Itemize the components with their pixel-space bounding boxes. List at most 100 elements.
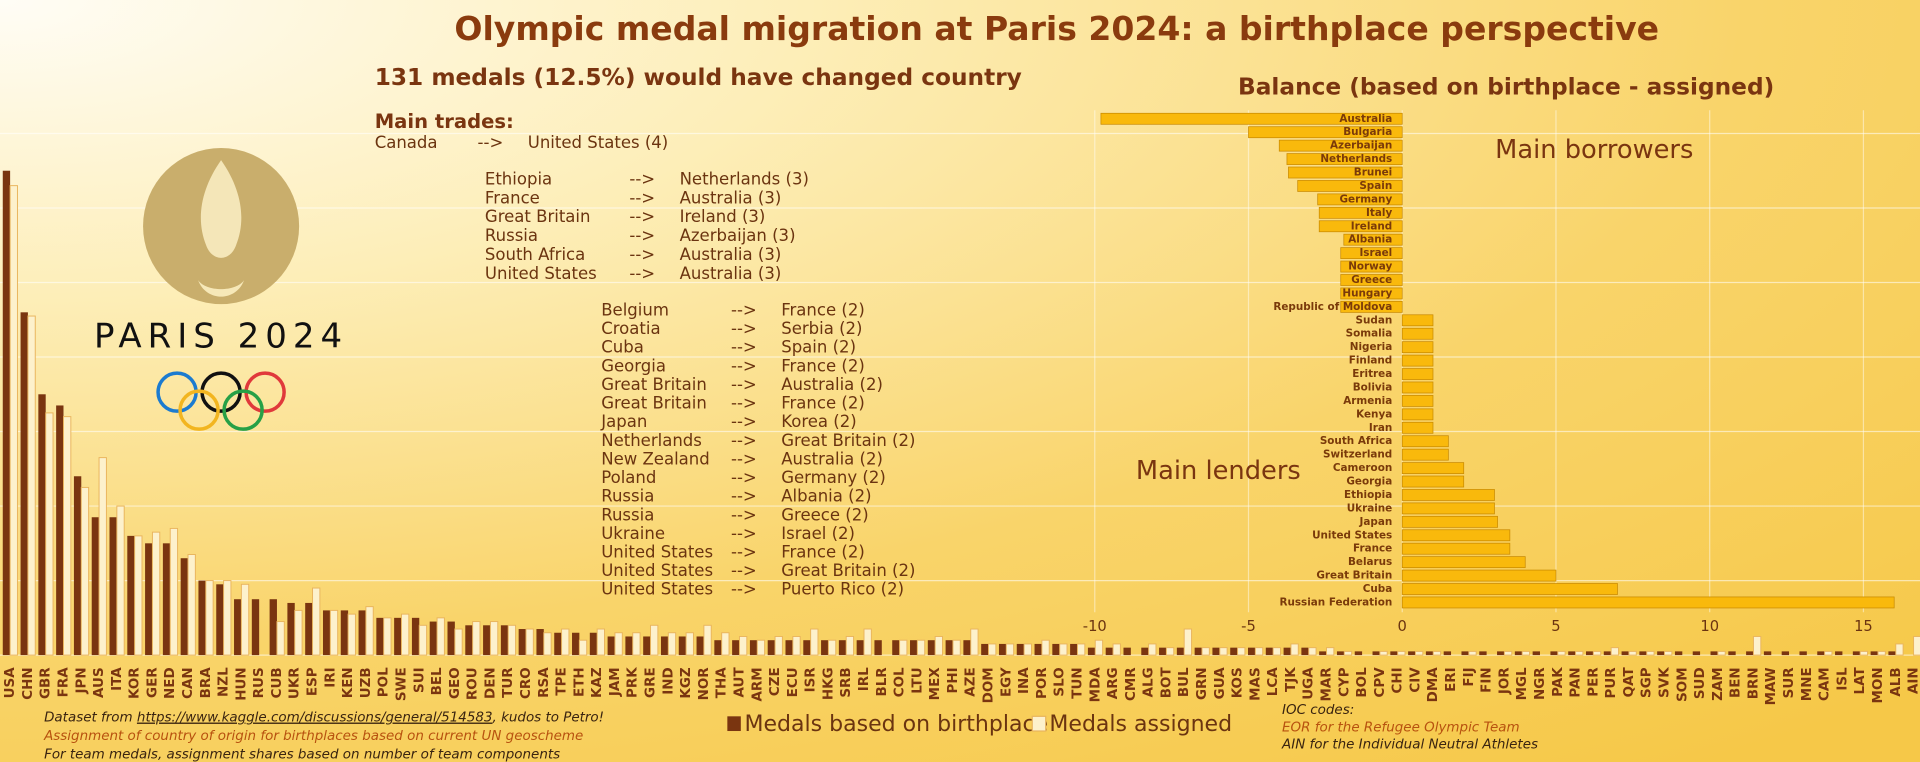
x-tick-label: ARG <box>1106 667 1121 699</box>
legend-label: Medals based on birthplace <box>744 712 1048 737</box>
bar <box>1401 462 1465 474</box>
link[interactable]: https://www.kaggle.com/discussions/gener… <box>137 711 493 726</box>
bar-label: Cuba <box>1363 583 1392 595</box>
x-tick-label: GRE <box>644 667 659 698</box>
bar-label: Kenya <box>1356 408 1392 420</box>
x-tick-label: SUD <box>1693 667 1708 699</box>
bar <box>1401 314 1434 327</box>
x-tick-label: ISL <box>1835 667 1850 691</box>
bar <box>27 315 36 656</box>
bar <box>1461 651 1469 656</box>
x-tick-label: KOR <box>128 667 143 699</box>
bar <box>792 635 801 656</box>
bar <box>1123 647 1131 656</box>
bar <box>678 636 687 656</box>
trade-to: France (2) <box>781 542 865 561</box>
bar <box>1237 647 1246 656</box>
bar <box>1265 647 1274 656</box>
bar <box>1318 206 1403 219</box>
x-tick-label: PER <box>1586 667 1601 697</box>
bar <box>1041 639 1050 656</box>
bar <box>1379 650 1388 656</box>
bar <box>305 602 313 656</box>
x-tick-label: CHI <box>1391 667 1406 693</box>
bar <box>240 583 250 656</box>
bar <box>952 639 961 656</box>
x-tick-label: SUR <box>1782 667 1797 699</box>
trades-title: Main trades: <box>375 110 514 133</box>
bar <box>358 610 366 656</box>
bar <box>1372 651 1380 656</box>
bar <box>56 405 64 656</box>
x-tick-label: SLO <box>1053 667 1068 696</box>
trade-arrow: --> <box>731 356 757 375</box>
footnote: IOC codes: <box>1282 703 1354 718</box>
x-tick-label: CIV <box>1408 667 1423 693</box>
trade-from: Ukraine <box>601 524 665 543</box>
x-tick-label: 15 <box>1854 618 1873 635</box>
trade-to: Spain (2) <box>781 338 856 357</box>
bar <box>578 639 588 656</box>
logo-face <box>198 280 245 297</box>
x-tick-label: ISR <box>804 667 819 693</box>
bar <box>1664 650 1673 656</box>
bar <box>1401 475 1465 488</box>
bar <box>1159 647 1167 656</box>
x-tick-label: AUS <box>92 667 107 698</box>
bar <box>525 628 534 656</box>
trade-to: France (2) <box>781 356 865 375</box>
x-tick-label: BRN <box>1746 667 1761 699</box>
chart-title: Balance (based on birthplace - assigned) <box>1238 74 1774 101</box>
bar <box>685 632 694 656</box>
bar-label: Hungary <box>1342 287 1392 299</box>
bar-label: Greece <box>1351 274 1392 286</box>
x-tick-label: DMA <box>1426 667 1441 703</box>
bar <box>1497 651 1505 656</box>
bar <box>1343 233 1403 246</box>
x-tick-label: HKG <box>821 667 836 700</box>
bar <box>1401 341 1434 354</box>
x-tick-label: POR <box>1035 667 1050 699</box>
legend-label: Medals assigned <box>1049 712 1232 737</box>
bar <box>294 609 303 656</box>
x-tick-label: ALG <box>1142 667 1157 697</box>
bar <box>1521 650 1531 656</box>
bar <box>1443 651 1452 656</box>
trade-arrow: --> <box>629 188 655 207</box>
bar <box>489 621 499 656</box>
bar <box>383 617 392 656</box>
bar <box>1059 643 1068 656</box>
x-tick-label: BLR <box>875 667 890 697</box>
bar <box>1390 651 1398 656</box>
x-tick-label: ROU <box>466 667 481 700</box>
bar <box>1254 647 1264 656</box>
x-tick-label: IND <box>661 667 676 694</box>
bar <box>1248 126 1403 139</box>
bar <box>1752 635 1762 656</box>
bar <box>1194 647 1202 656</box>
footnote: EOR for the Refugee Olympic Team <box>1282 720 1520 735</box>
x-tick-label: HUN <box>234 667 249 700</box>
trade-from: Croatia <box>601 319 660 338</box>
trade-to: France (2) <box>781 301 865 320</box>
x-tick-label: JAM <box>608 667 623 697</box>
trade-to: Germany (2) <box>781 468 886 487</box>
bar <box>667 632 677 656</box>
bar <box>198 580 206 656</box>
bar <box>1401 421 1434 434</box>
bar-label: Georgia <box>1346 476 1392 488</box>
x-tick-label: JPN <box>74 667 89 694</box>
bar <box>205 580 214 656</box>
trade-arrow: --> <box>629 170 655 189</box>
bar <box>98 457 107 656</box>
x-tick-label: RUS <box>252 667 267 698</box>
bar-label: Bulgaria <box>1343 126 1392 138</box>
x-tick-label: ERI <box>1444 667 1459 692</box>
trade-from: Great Britain <box>601 394 707 413</box>
trade-arrow: --> <box>731 487 757 506</box>
trade-from: Great Britain <box>485 207 591 226</box>
x-tick-label: ESP <box>306 667 321 696</box>
bar <box>1401 327 1434 340</box>
bar-label: Italy <box>1366 207 1392 219</box>
bar <box>1354 651 1363 656</box>
